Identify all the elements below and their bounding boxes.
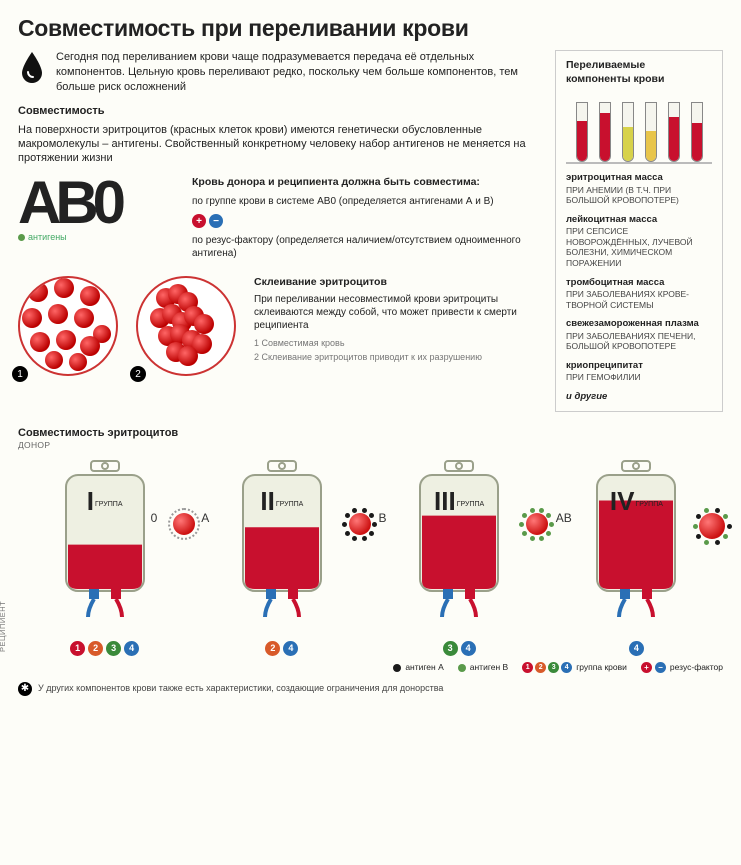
sidebar-item: криопреципитатПРИ ГЕМОФИЛИИ bbox=[566, 360, 712, 383]
bags-heading: Совместимость эритроцитов bbox=[18, 426, 723, 440]
legend-rh: + − резус-фактор bbox=[641, 662, 723, 673]
dish-2: 2 bbox=[136, 276, 236, 376]
compat-heading: Совместимость bbox=[18, 104, 541, 118]
blood-bag-group: IIIГРУППАB34 bbox=[373, 457, 546, 656]
cells-block: 1 2 Склеивание эритроцитов При переливан… bbox=[18, 276, 541, 376]
abo-line-bold: Кровь донора и реципиента должна быть со… bbox=[192, 176, 541, 190]
abo-bullet-2: по резус-фактору (определяется наличием/… bbox=[192, 234, 541, 260]
recipient-label: РЕЦИПИЕНТ bbox=[0, 601, 8, 652]
donor-label: ДОНОР bbox=[18, 440, 723, 451]
intro-block: Сегодня под переливанием крови чаще подр… bbox=[18, 50, 541, 95]
bags-row: РЕЦИПИЕНТ IГРУППА01234IIГРУППАA24IIIГРУП… bbox=[18, 457, 723, 656]
recipient-chips: 34 bbox=[443, 641, 476, 656]
recipient-chips: 4 bbox=[629, 641, 644, 656]
abo-chips: + − bbox=[192, 214, 541, 228]
sidebar-other: и другие bbox=[566, 391, 712, 403]
legend-antigen-a: антиген А bbox=[393, 662, 443, 673]
abo-logo: AB0 bbox=[18, 176, 178, 230]
abo-bullet-1: по группе крови в системе АВ0 (определяе… bbox=[192, 195, 541, 208]
abo-left: AB0 антигены bbox=[18, 176, 178, 267]
sidebar-item: свежезамороженная плазмаПРИ ЗАБОЛЕВАНИЯХ… bbox=[566, 318, 712, 352]
blood-bag-group: IГРУППА01234 bbox=[18, 457, 191, 656]
blood-bag-group: IIГРУППАA24 bbox=[195, 457, 368, 656]
abo-block: AB0 антигены Кровь донора и реципиента д… bbox=[18, 176, 541, 267]
blood-bag-group: IVГРУППАAB4 bbox=[550, 457, 723, 656]
blood-drop-icon bbox=[18, 50, 46, 88]
recipient-chips: 24 bbox=[265, 641, 298, 656]
legend-group: 1234группа крови bbox=[522, 662, 627, 673]
sidebar-item: лейкоцитная массаПРИ СЕПСИСЕ НОВОРОЖДЁНН… bbox=[566, 214, 712, 269]
intro-text: Сегодня под переливанием крови чаще подр… bbox=[56, 50, 541, 95]
top-columns: Сегодня под переливанием крови чаще подр… bbox=[18, 50, 723, 412]
dish-1: 1 bbox=[18, 276, 118, 376]
info-icon: ✱ bbox=[18, 682, 32, 696]
infographic-root: Совместимость при переливании крови Сего… bbox=[0, 0, 741, 710]
sidebar-item: эритроцитная массаПРИ АНЕМИИ (В Т.Ч. ПРИ… bbox=[566, 172, 712, 206]
sidebar: Переливаемые компоненты крови эритроцитн… bbox=[555, 50, 723, 412]
footnote: ✱ У других компонентов крови также есть … bbox=[18, 682, 723, 696]
tube-rack-icon bbox=[566, 92, 712, 164]
compat-desc: На поверхности эритроцитов (красных клет… bbox=[18, 123, 541, 166]
main-column: Сегодня под переливанием крови чаще подр… bbox=[18, 50, 541, 412]
bottom-legend: антиген А антиген В 1234группа крови + −… bbox=[18, 662, 723, 673]
plus-chip: + bbox=[192, 214, 206, 228]
cells-text: Склеивание эритроцитов При переливании н… bbox=[254, 276, 541, 365]
sidebar-title: Переливаемые компоненты крови bbox=[566, 59, 712, 86]
page-title: Совместимость при переливании крови bbox=[18, 14, 723, 44]
minus-chip: − bbox=[209, 214, 223, 228]
legend-antigen-b: антиген В bbox=[458, 662, 508, 673]
sidebar-item: тромбоцитная массаПРИ ЗАБОЛЕВАНИЯХ КРОВЕ… bbox=[566, 277, 712, 311]
recipient-chips: 1234 bbox=[70, 641, 139, 656]
abo-right: Кровь донора и реципиента должна быть со… bbox=[192, 176, 541, 267]
